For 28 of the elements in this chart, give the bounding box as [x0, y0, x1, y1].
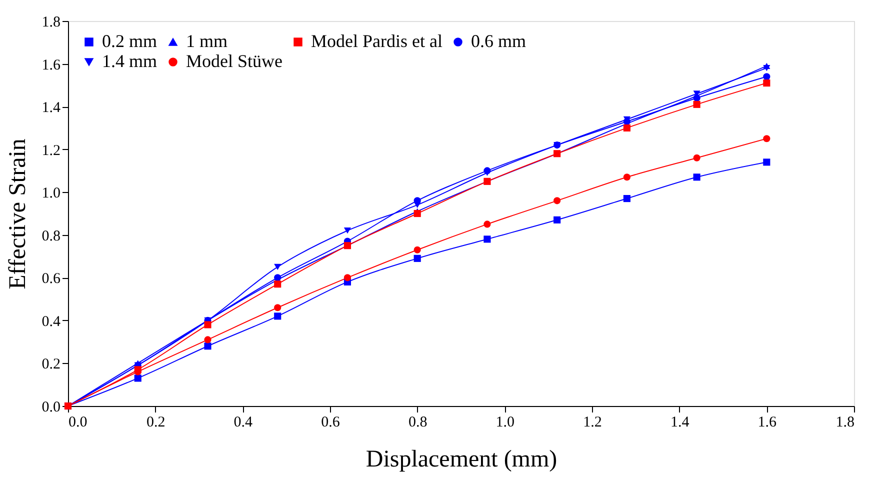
x-tick-label: 1.0: [496, 414, 515, 430]
y-tick-label: 0.2: [42, 356, 60, 373]
y-tick-label: 0.8: [42, 228, 60, 244]
x-tick-label: 0.2: [146, 414, 166, 430]
legend-label: 1 mm: [186, 31, 228, 51]
legend-label: Model Stüwe: [186, 51, 283, 71]
y-tick-label: 1.4: [42, 100, 61, 116]
legend-label: 0.2 mm: [102, 31, 158, 51]
y-tick-label: 0.0: [42, 400, 60, 416]
x-tick-label: 1.4: [670, 414, 690, 430]
y-tick-label: 1.2: [42, 142, 60, 159]
legend-label: Model Pardis et al: [311, 31, 442, 51]
x-tick-label: 0.8: [408, 414, 428, 430]
x-tick-label: 1.6: [758, 414, 778, 430]
y-axis-title: Effective Strain: [4, 138, 31, 290]
y-tick-label: 0.6: [42, 271, 61, 288]
y-tick-label: 0.4: [42, 314, 61, 330]
x-axis-title: Displacement (mm): [366, 446, 558, 472]
y-tick-label: 1.0: [42, 186, 60, 202]
y-tick-label: 1.6: [42, 57, 61, 74]
x-tick-label: 0.6: [321, 414, 340, 430]
x-tick-label: 1.2: [583, 414, 602, 430]
legend-label: 0.6 mm: [471, 31, 526, 51]
x-tick-label: 0.0: [68, 414, 88, 430]
x-tick-label: 0.4: [234, 414, 254, 430]
x-tick-label: 1.8: [836, 414, 854, 430]
legend-label: 1.4 mm: [102, 51, 158, 71]
y-tick-label: 1.8: [42, 14, 60, 30]
